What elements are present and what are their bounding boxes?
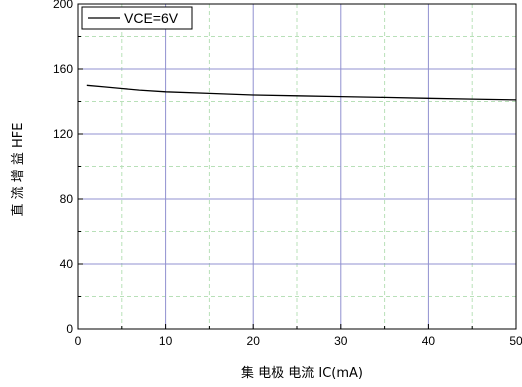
x-tick-label: 0 [75,334,82,348]
x-axis-title: 集 电极 电流 IC(mA) [241,365,363,381]
y-tick-label: 160 [53,62,73,76]
x-tick-label: 40 [422,334,436,348]
x-tick-label: 20 [247,334,261,348]
x-tick-label: 30 [334,334,348,348]
ticks [77,3,517,330]
y-tick-label: 80 [60,192,74,206]
x-tick-labels: 0 10 20 30 40 50 [75,334,522,348]
legend-label: VCE=6V [124,10,179,26]
series-layer [86,84,517,101]
legend-box [81,6,193,30]
major-grid [78,4,516,329]
minor-grid [78,4,516,329]
x-tick-label: 10 [159,334,173,348]
series-line [86,84,517,101]
x-tick-label: 50 [509,334,522,348]
y-tick-labels: 0 40 80 120 160 200 [53,0,73,336]
y-tick-label: 200 [53,0,73,11]
legend: VCE=6V [81,6,193,30]
y-tick-label: 120 [53,127,73,141]
y-tick-label: 40 [60,257,74,271]
y-tick-label: 0 [66,322,73,336]
y-axis-title: 直 流 增 益 HFE [11,123,26,217]
